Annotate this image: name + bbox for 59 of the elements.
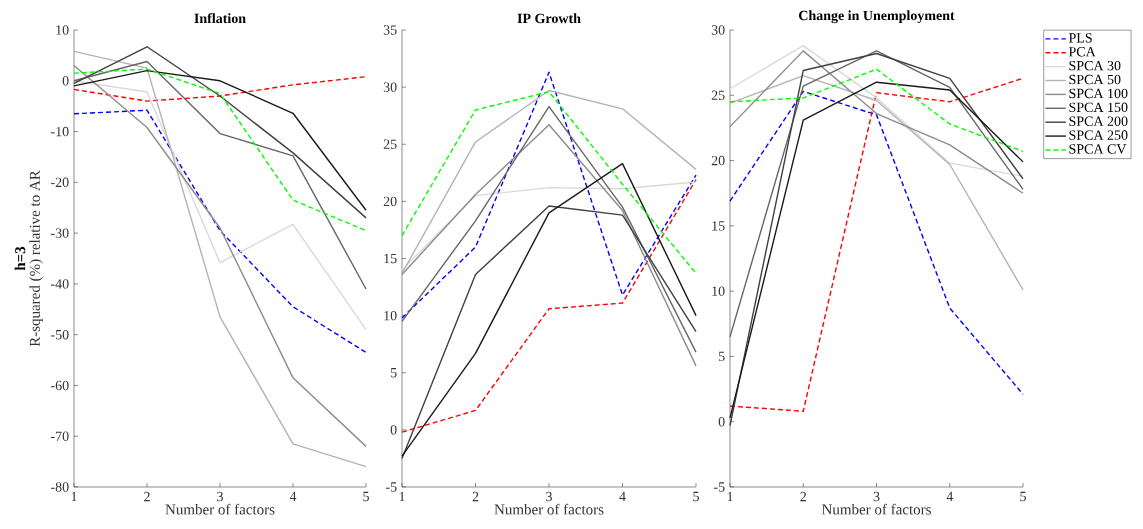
y-tick-label: 15 xyxy=(712,221,725,231)
x-axis-title: Number of factors xyxy=(494,503,604,515)
y-tick-label: 0 xyxy=(390,425,397,435)
y-tick-label: -50 xyxy=(50,329,69,340)
legend-label: SPCA CV xyxy=(1069,144,1127,154)
y-tick-label: -80 xyxy=(50,482,69,492)
y-tick-label: 20 xyxy=(711,155,725,166)
x-tick-label: 1 xyxy=(71,491,77,502)
y-tick-label: -5 xyxy=(385,482,397,492)
x-axis-title: Number of factors xyxy=(165,503,275,515)
legend-label: PLS xyxy=(1068,33,1092,43)
x-axis-title: Number of factors xyxy=(821,503,931,515)
legend-label: SPCA 250 xyxy=(1069,130,1128,140)
legend-label: SPCA 200 xyxy=(1069,116,1128,126)
x-tick-label: 4 xyxy=(946,491,954,502)
x-tick-label: 1 xyxy=(727,491,733,502)
y-tick-label: 0 xyxy=(62,76,69,86)
legend-label: SPCA 30 xyxy=(1069,60,1121,71)
x-tick-label: 2 xyxy=(800,491,806,502)
y-tick-label: 15 xyxy=(384,253,397,264)
y-tick-label: 0 xyxy=(718,416,725,427)
y-tick-label: 5 xyxy=(390,368,397,378)
x-tick-label: 3 xyxy=(546,491,552,502)
y-tick-label: -60 xyxy=(50,380,69,391)
x-tick-label: 3 xyxy=(217,491,223,502)
y-tick-label: -20 xyxy=(50,177,69,188)
y-tick-label: 25 xyxy=(711,90,725,100)
y-tick-label: -10 xyxy=(50,126,69,137)
x-tick-label: 3 xyxy=(873,491,880,502)
y-tick-label: -5 xyxy=(714,482,725,492)
y-tick-label: 5 xyxy=(718,351,725,362)
x-tick-label: 5 xyxy=(693,491,699,502)
chart-title: Change in Unemployment xyxy=(799,10,955,24)
x-tick-label: 4 xyxy=(619,491,626,502)
x-tick-label: 5 xyxy=(363,491,369,502)
y-tick-label: 10 xyxy=(56,25,69,35)
x-tick-label: 5 xyxy=(1020,491,1026,502)
y-tick-label: -40 xyxy=(50,279,69,289)
legend-label: SPCA 50 xyxy=(1069,74,1121,85)
y-tick-label: 20 xyxy=(383,196,397,207)
legend-label: SPCA 150 xyxy=(1069,102,1128,113)
chart-title: Inflation xyxy=(194,13,246,24)
y-tick-label: -70 xyxy=(50,431,69,441)
legend-label: PCA xyxy=(1068,47,1096,57)
y-tick-label: 35 xyxy=(383,25,397,35)
legend-label: SPCA 100 xyxy=(1069,88,1128,99)
y-tick-label: 30 xyxy=(711,25,725,35)
y-tick-label: -30 xyxy=(50,228,69,238)
y-axis-title: R-squared (%) relative to AR xyxy=(29,170,43,347)
x-tick-label: 2 xyxy=(144,491,150,502)
x-tick-label: 4 xyxy=(289,491,297,502)
x-tick-label: 2 xyxy=(472,491,479,502)
y-tick-label: 30 xyxy=(383,82,397,92)
y-tick-label: 25 xyxy=(383,139,397,149)
x-tick-label: 1 xyxy=(399,491,405,502)
chart-title: IP Growth xyxy=(517,13,581,24)
text: h=3 xyxy=(14,246,26,271)
y-tick-label: 10 xyxy=(712,286,725,296)
y-tick-label: 10 xyxy=(384,310,397,321)
